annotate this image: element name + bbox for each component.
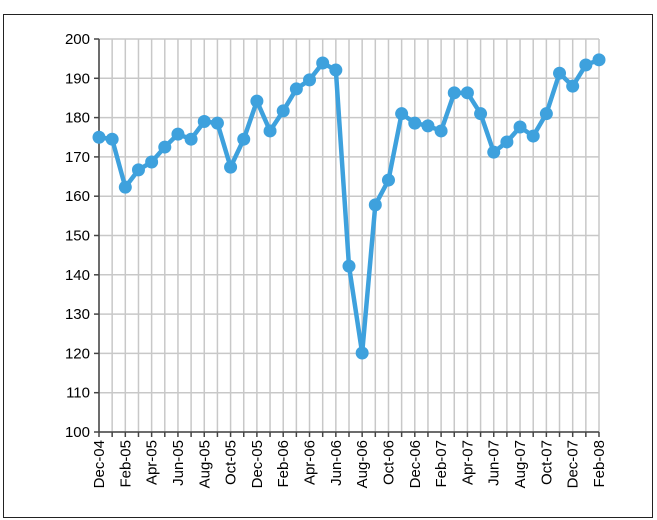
x-tick-label: Aug-05	[196, 440, 213, 488]
data-point	[145, 155, 159, 169]
x-tick-label: Jun-05	[170, 440, 187, 486]
data-point	[408, 116, 422, 130]
y-tick-label: 150	[65, 228, 90, 245]
data-point	[276, 104, 290, 118]
data-point	[474, 107, 488, 121]
x-tick-label: Feb-07	[433, 440, 450, 488]
data-point	[342, 259, 356, 273]
x-tick-label: Dec-04	[91, 440, 108, 488]
data-point	[434, 124, 448, 138]
x-tick-label: Feb-05	[117, 440, 134, 488]
data-point	[513, 120, 527, 134]
x-tick-label: Apr-07	[459, 440, 476, 485]
x-tick-label: Dec-07	[565, 440, 582, 488]
x-tick-label: Oct-06	[380, 440, 397, 485]
data-point	[250, 94, 264, 108]
data-point	[579, 58, 593, 72]
data-point	[197, 115, 211, 129]
y-tick-label: 160	[65, 188, 90, 205]
y-tick-label: 200	[65, 31, 90, 48]
data-point	[566, 79, 580, 93]
data-point	[500, 135, 514, 149]
y-tick-label: 120	[65, 345, 90, 362]
y-tick-label: 170	[65, 149, 90, 166]
y-tick-label: 180	[65, 110, 90, 127]
x-tick-label: Apr-05	[144, 440, 161, 485]
x-tick-label: Apr-06	[302, 440, 319, 485]
data-point	[92, 130, 106, 144]
data-point	[329, 63, 343, 77]
x-tick-label: Feb-08	[591, 440, 608, 488]
data-point	[210, 116, 224, 130]
data-point	[368, 198, 382, 212]
x-tick-label: Dec-06	[407, 440, 424, 488]
data-point	[526, 129, 540, 143]
data-point	[105, 132, 119, 146]
data-point	[316, 56, 330, 70]
y-tick-label: 130	[65, 306, 90, 323]
data-point	[263, 124, 277, 138]
x-tick-label: Jun-06	[328, 440, 345, 486]
y-tick-label: 190	[65, 70, 90, 87]
x-tick-label: Aug-06	[354, 440, 371, 488]
data-point	[118, 180, 132, 194]
data-point	[184, 132, 198, 146]
data-point	[355, 346, 369, 360]
data-point	[539, 107, 553, 121]
data-point	[447, 86, 461, 100]
data-point	[381, 173, 395, 187]
x-tick-label: Jun-07	[486, 440, 503, 486]
x-tick-label: Oct-07	[538, 440, 555, 485]
data-point	[131, 163, 145, 177]
data-point	[171, 127, 185, 141]
x-tick-label: Dec-05	[249, 440, 266, 488]
data-point	[237, 132, 251, 146]
data-point	[553, 66, 567, 80]
x-tick-label: Oct-05	[223, 440, 240, 485]
x-tick-label: Aug-07	[512, 440, 529, 488]
data-point	[395, 107, 409, 121]
data-point	[158, 140, 172, 154]
y-tick-label: 100	[65, 424, 90, 441]
data-point	[421, 119, 435, 133]
data-point	[289, 82, 303, 96]
y-tick-label: 110	[66, 385, 90, 402]
data-point	[460, 86, 474, 100]
data-point	[592, 53, 606, 67]
data-point	[487, 145, 501, 159]
y-tick-label: 140	[65, 267, 90, 284]
x-tick-label: Feb-06	[275, 440, 292, 488]
data-point	[303, 73, 317, 87]
data-point	[224, 160, 238, 174]
